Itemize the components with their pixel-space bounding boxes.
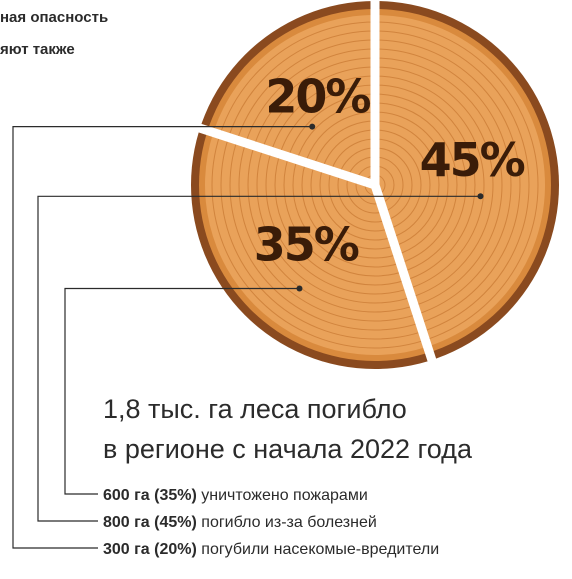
leader-dot [296, 286, 302, 292]
legend-entry: 600 га (35%) уничтожено пожарами [103, 487, 368, 504]
stump: 45% 35% 20% [13, 0, 559, 548]
title-line: 1,8 тыс. га леса погибло [103, 394, 407, 424]
legend-entry: 800 га (45%) погибло из-за болезней [103, 514, 377, 531]
legend-amount: 300 га (20%) [103, 541, 197, 558]
legend-text: погибло из-за болезней [201, 514, 377, 531]
legend-amount: 800 га (45%) [103, 514, 197, 531]
legend-entry: 300 га (20%) погубили насекомые-вредител… [103, 541, 439, 558]
leader-dot [477, 193, 483, 199]
legend-text: погубили насекомые-вредители [201, 541, 439, 558]
value-label: 45% [420, 133, 525, 187]
infographic: ная опасность яют также 45% 35% 20% 1,8 ты… [0, 0, 572, 579]
legend-amount: 600 га (35%) [103, 487, 197, 504]
title-line: в регионе с начала 2022 года [103, 434, 473, 464]
value-label: 20% [265, 69, 370, 123]
note-line: ная опасность [0, 9, 108, 26]
leader-dot [309, 124, 315, 130]
legend-text: уничтожено пожарами [201, 487, 367, 504]
note-line: яют также [0, 41, 75, 58]
value-label: 35% [254, 218, 359, 272]
